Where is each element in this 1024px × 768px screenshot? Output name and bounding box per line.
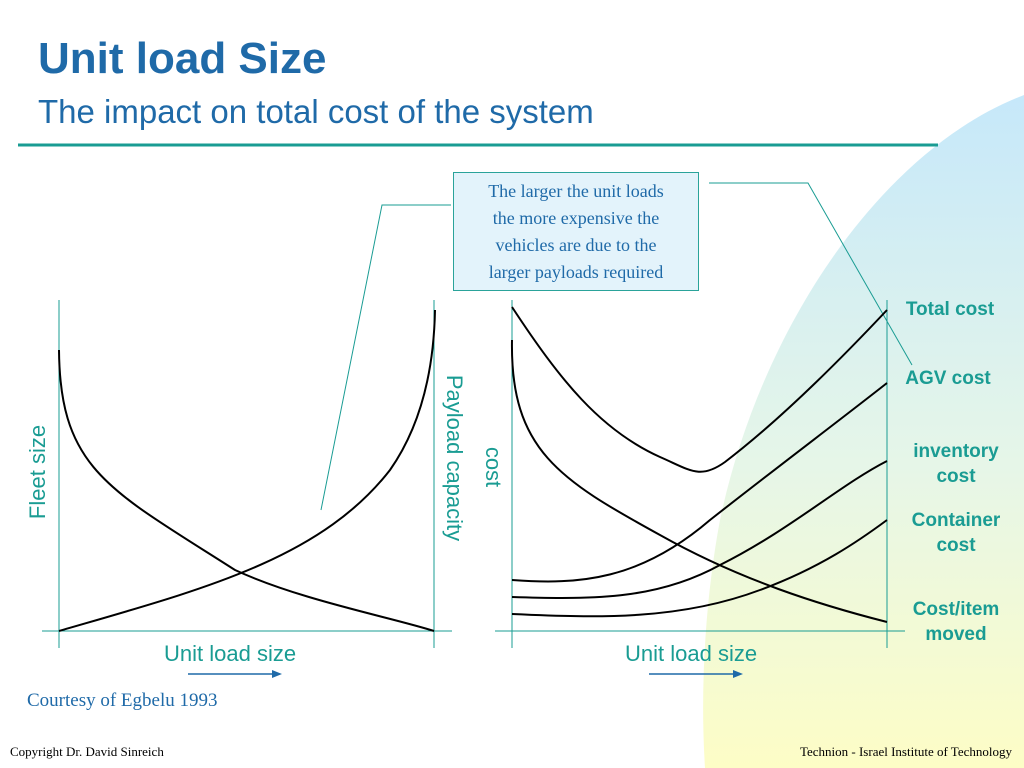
cost-per-item-line1: Cost/item [912, 599, 1000, 620]
inventory-cost-line1: inventory [913, 441, 999, 462]
left-x-axis-label: Unit load size [164, 641, 297, 666]
total-cost-curve [511, 306, 888, 473]
total-cost-label: Total cost [906, 297, 994, 322]
left-x-arrow [188, 670, 282, 678]
background-swoosh [703, 95, 1024, 768]
right-x-arrow [649, 670, 743, 678]
right-x-axis-label: Unit load size [625, 641, 758, 666]
callout-leader-left [320, 204, 451, 511]
cost-axis-label: cost [481, 446, 506, 488]
fleet-size-label: Fleet size [25, 424, 50, 520]
page-title: Unit load Size [38, 34, 327, 83]
agv-cost-curve [511, 382, 888, 583]
container-cost-label: Container cost [912, 508, 1001, 558]
agv-cost-label: AGV cost [905, 366, 991, 391]
courtesy-note: Courtesy of Egbelu 1993 [27, 690, 218, 711]
inventory-cost-line2: cost [936, 466, 976, 487]
footer-institution: Technion - Israel Institute of Technolog… [799, 744, 1012, 759]
page-subtitle: The impact on total cost of the system [38, 93, 594, 130]
inventory-cost-label: inventory cost [913, 439, 999, 489]
payload-capacity-label: Payload capacity [442, 374, 467, 542]
cost-per-item-label: Cost/item moved [913, 597, 1000, 647]
callout-line: the more expensive the [492, 208, 660, 228]
callout-line: larger payloads required [488, 262, 664, 282]
footer-copyright: Copyright Dr. David Sinreich [10, 744, 164, 759]
agv-cost-text: AGV cost [905, 368, 991, 389]
cost-per-item-curve [510, 339, 888, 623]
container-cost-line1: Container [911, 510, 1001, 531]
fleet-size-curve [58, 349, 435, 632]
payload-capacity-curve [58, 309, 436, 632]
callout-box: The larger the unit loads the more expen… [453, 172, 699, 291]
callout-line: The larger the unit loads [488, 181, 664, 201]
callout-line: vehicles are due to the [495, 235, 657, 255]
total-cost-text: Total cost [905, 299, 995, 320]
container-cost-line2: cost [936, 535, 976, 556]
callout-leader-right [709, 182, 913, 366]
container-cost-curve [511, 519, 888, 618]
cost-per-item-line2: moved [925, 624, 987, 645]
